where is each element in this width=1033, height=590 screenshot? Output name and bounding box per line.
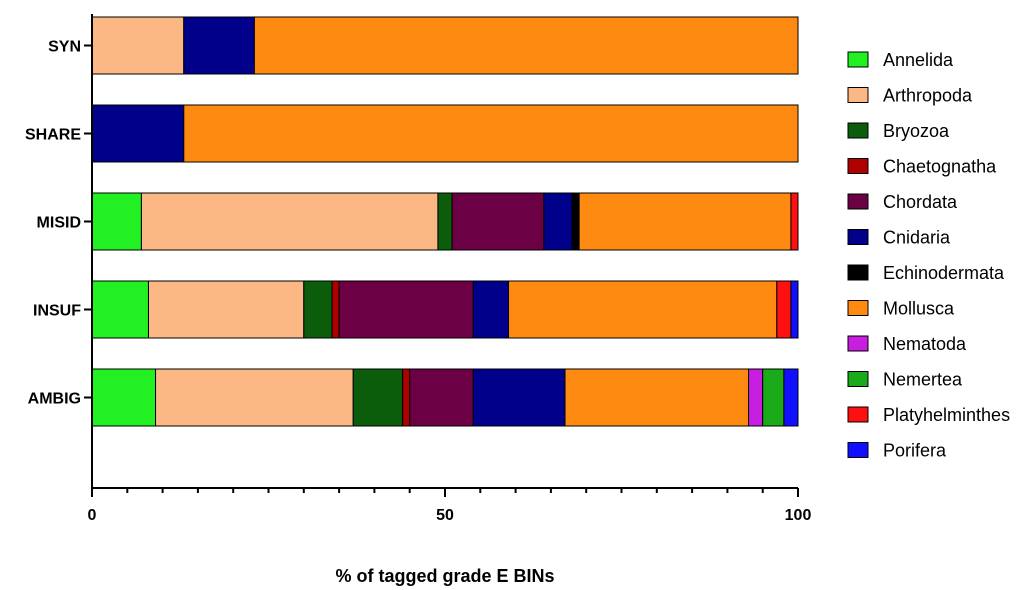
legend-swatch-annelida — [847, 51, 869, 68]
bar-segment-syn-cnidaria — [183, 16, 255, 75]
legend-swatch-mollusca — [847, 300, 869, 316]
bar-segment-insuf-chaetognatha — [331, 280, 340, 339]
x-tick-label-100: 100 — [785, 507, 812, 524]
bar-segment-misid-cnidaria — [543, 192, 573, 251]
bar-segment-misid-arthropoda — [140, 192, 439, 251]
legend-swatch-chaetognatha — [847, 158, 869, 174]
legend-label-chordata: Chordata — [883, 192, 958, 212]
bar-segment-insuf-annelida — [91, 280, 149, 339]
legend-label-porifera: Porifera — [883, 441, 947, 461]
bar-segment-share-mollusca — [183, 104, 799, 163]
bar-segment-insuf-bryozoa — [303, 280, 333, 339]
category-label-share: SHARE — [25, 127, 81, 144]
bar-segment-syn-mollusca — [253, 16, 799, 75]
x-tick-label-50: 50 — [436, 507, 454, 524]
legend-swatch-platyhelminthes — [847, 406, 869, 423]
legend-label-cnidaria: Cnidaria — [883, 228, 951, 248]
category-label-misid: MISID — [37, 215, 81, 232]
bar-segment-ambig-arthropoda — [155, 368, 354, 427]
legend-label-arthropoda: Arthropoda — [883, 86, 973, 106]
legend-swatch-nemertea — [847, 371, 869, 387]
bar-segment-ambig-porifera — [783, 368, 799, 427]
x-tick-label-0: 0 — [88, 507, 97, 524]
bar-segment-ambig-nematoda — [748, 368, 764, 427]
bar-segment-ambig-chordata — [409, 368, 474, 427]
legend-swatch-echinodermata — [847, 264, 869, 281]
bar-segment-insuf-cnidaria — [472, 280, 510, 339]
bar-segment-ambig-cnidaria — [472, 368, 566, 427]
bar-segment-insuf-porifera — [790, 280, 799, 339]
bar-segment-ambig-bryozoa — [352, 368, 404, 427]
legend-label-echinodermata: Echinodermata — [883, 263, 1005, 283]
category-labels: SYN SHARE MISID INSUF AMBIG — [25, 39, 92, 408]
legend-swatch-cnidaria — [847, 229, 869, 245]
bar-segment-insuf-mollusca — [508, 280, 778, 339]
legend-label-platyhelminthes: Platyhelminthes — [883, 405, 1010, 425]
legend-swatch-bryozoa — [847, 122, 869, 139]
bar-segment-insuf-platyhelminthes — [776, 280, 792, 339]
bar-segment-insuf-chordata — [338, 280, 474, 339]
legend-swatch-arthropoda — [847, 87, 869, 103]
bar-segment-misid-chordata — [451, 192, 545, 251]
legend-label-mollusca: Mollusca — [883, 299, 955, 319]
bar-segment-ambig-annelida — [91, 368, 157, 427]
legend-label-bryozoa: Bryozoa — [883, 121, 950, 141]
bar-segment-misid-bryozoa — [437, 192, 453, 251]
legend-swatch-chordata — [847, 193, 869, 210]
legend-label-nemertea: Nemertea — [883, 370, 963, 390]
bar-segment-syn-arthropoda — [91, 16, 185, 75]
bar-segment-share-cnidaria — [91, 104, 185, 163]
x-axis-title: % of tagged grade E BINs — [335, 566, 554, 586]
bar-segment-misid-mollusca — [578, 192, 792, 251]
category-label-ambig: AMBIG — [28, 391, 81, 408]
bar-segment-insuf-arthropoda — [147, 280, 305, 339]
legend-label-nematoda: Nematoda — [883, 334, 967, 354]
bar-segment-misid-echinodermata — [571, 192, 580, 251]
category-label-insuf: INSUF — [33, 303, 81, 320]
bar-segment-misid-platyhelminthes — [790, 192, 799, 251]
bar-segment-misid-annelida — [91, 192, 142, 251]
legend-label-chaetognatha: Chaetognatha — [883, 157, 997, 177]
bars-layer — [91, 16, 799, 427]
bar-segment-ambig-chaetognatha — [402, 368, 411, 427]
bar-segment-ambig-nemertea — [762, 368, 785, 427]
x-ticks: 0 50 100 — [88, 488, 812, 524]
legend: Annelida Arthropoda Bryozoa Chaetognatha Cho… — [847, 50, 1010, 461]
legend-swatch-nematoda — [847, 335, 869, 352]
category-label-syn: SYN — [48, 39, 81, 56]
legend-swatch-porifera — [847, 442, 869, 458]
legend-label-annelida: Annelida — [883, 50, 954, 70]
bar-segment-ambig-mollusca — [564, 368, 750, 427]
